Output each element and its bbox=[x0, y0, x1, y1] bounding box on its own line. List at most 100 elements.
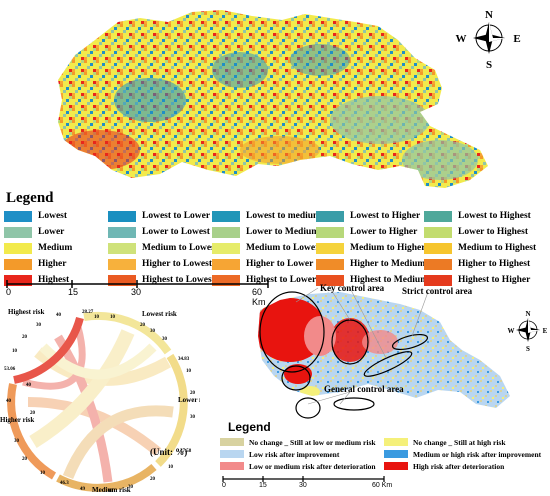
chord-number: 30 bbox=[128, 485, 134, 490]
legend-item: Lowest to Highest bbox=[424, 210, 531, 222]
legend-item: Lower bbox=[4, 226, 64, 238]
chord-number: 10 bbox=[186, 369, 192, 374]
compass-icon: N S E W bbox=[508, 310, 548, 353]
scale-bottom-tick: 30 bbox=[299, 482, 307, 489]
legend-item: Lowest to Higher bbox=[316, 210, 420, 222]
legend-item: Lower to Higher bbox=[316, 226, 417, 238]
chord-group-label: Lowest risk bbox=[142, 310, 177, 318]
legend-swatch bbox=[4, 210, 32, 222]
legend-label: Lower to Highest bbox=[458, 227, 529, 237]
legend-swatch bbox=[108, 210, 136, 222]
legend-label: Medium to Higher bbox=[350, 243, 426, 253]
legend-item: Higher to Lower bbox=[212, 258, 313, 270]
arc-highest-risk bbox=[13, 316, 84, 384]
legend-swatch bbox=[4, 258, 32, 270]
compass-north-label: N bbox=[525, 310, 530, 318]
legend-swatch bbox=[108, 242, 136, 254]
legend-label: Lower to Lowest bbox=[142, 227, 210, 237]
legend-swatch bbox=[212, 258, 240, 270]
legend2-swatch bbox=[384, 438, 408, 446]
legend-swatch bbox=[424, 210, 452, 222]
legend-item: Lower to Lowest bbox=[108, 226, 210, 238]
chord-number: 40 bbox=[26, 383, 32, 388]
chord-number: 10 bbox=[12, 349, 18, 354]
legend-swatch bbox=[4, 242, 32, 254]
callout-general-control-area: General control area bbox=[324, 384, 404, 394]
chord-ribbons bbox=[22, 326, 174, 483]
compass-west-label: W bbox=[508, 327, 515, 335]
callout-strict-control-area: Strict control area bbox=[402, 286, 473, 296]
scale-bar-top: 0 15 30 60 Km bbox=[6, 280, 276, 307]
legend-swatch bbox=[212, 274, 240, 286]
legend-label: Highest to Lower bbox=[246, 275, 317, 285]
legend-label: Medium bbox=[38, 243, 73, 253]
scale-top-tick: 60 Km bbox=[252, 287, 266, 307]
legend-item: Highest to Lowest bbox=[108, 274, 215, 286]
legend-grid: Lowest Lowest to Lower Lowest to medium Low… bbox=[4, 210, 550, 306]
top-risk-map: N S E W bbox=[58, 9, 521, 188]
chord-number: 10 bbox=[40, 471, 46, 476]
chord-number: 20 bbox=[190, 391, 196, 396]
legend-item: Highest to Medium bbox=[316, 274, 428, 286]
legend-item: Higher to Medium bbox=[316, 258, 425, 270]
legend-item: Higher to Lowest bbox=[108, 258, 212, 270]
legend-label: Highest to Lowest bbox=[142, 275, 215, 285]
legend-item: Medium to Higher bbox=[316, 242, 425, 254]
legend-swatch bbox=[316, 210, 344, 222]
legend-swatch bbox=[424, 274, 452, 286]
legend-item: Higher bbox=[4, 258, 67, 270]
legend-label: Highest to Higher bbox=[458, 275, 531, 285]
chord-number: 20 bbox=[150, 477, 156, 482]
legend-swatch bbox=[424, 242, 452, 254]
legend-item: Medium to Lower bbox=[212, 242, 319, 254]
legend2-item: Medium or high risk after improvement bbox=[384, 449, 541, 459]
legend-item: Highest to Higher bbox=[424, 274, 530, 286]
legend2-swatch bbox=[384, 462, 408, 470]
chord-number: 20 bbox=[22, 457, 28, 462]
legend-label: Lower bbox=[38, 227, 65, 237]
chord-group-label: Medium risk bbox=[92, 486, 131, 494]
compass-icon: N S E W bbox=[456, 9, 521, 71]
legend2-label: No change _ Still at high risk bbox=[413, 437, 506, 447]
chord-number: 34.83 bbox=[178, 357, 190, 362]
scale-bar-bottom: 0 15 30 60 Km bbox=[222, 476, 402, 494]
legend-swatch bbox=[316, 242, 344, 254]
chord-number: 30 bbox=[190, 415, 196, 420]
legend-item: Lowest to medium bbox=[212, 210, 321, 222]
legend-item: Highest bbox=[4, 274, 69, 286]
legend-label: Lower to Higher bbox=[350, 227, 418, 237]
legend-swatch bbox=[212, 242, 240, 254]
chord-number: 10 bbox=[110, 315, 116, 320]
compass-south-label: S bbox=[526, 345, 530, 353]
scale-bottom-tick: 0 bbox=[222, 482, 226, 489]
callout-key-control-area: Key control area bbox=[320, 283, 385, 293]
legend-label: Higher to Highest bbox=[458, 259, 531, 269]
chord-arcs bbox=[7, 311, 188, 492]
control-area-map: N S E W bbox=[258, 287, 548, 419]
legend-label: Lowest to Higher bbox=[350, 211, 421, 221]
chord-number: 30 bbox=[14, 439, 20, 444]
legend2-label: Low or medium risk after deterioration bbox=[249, 461, 376, 471]
legend2-swatch bbox=[384, 450, 408, 458]
chord-number: 30 bbox=[36, 323, 42, 328]
legend-label: Higher to Lower bbox=[246, 259, 314, 269]
chord-number: 37.58 bbox=[180, 449, 192, 454]
legend-title: Legend bbox=[6, 190, 54, 206]
legend-label: Lower to Medium bbox=[246, 227, 320, 237]
arc-lowest-risk bbox=[83, 311, 172, 355]
legend-label: Lowest to medium bbox=[246, 211, 321, 221]
legend2-label: Low risk after improvement bbox=[249, 449, 340, 459]
legend-swatch bbox=[4, 274, 32, 286]
chord-group-label: Highest risk bbox=[8, 308, 44, 316]
chord-number: 20 bbox=[140, 323, 146, 328]
legend-item: Medium bbox=[4, 242, 72, 254]
chord-diagram: Highest risk Lowest risk Lower risk Medi… bbox=[0, 308, 200, 494]
scale-bar-top-line bbox=[6, 280, 269, 288]
legend-swatch bbox=[212, 210, 240, 222]
chord-number: 40 bbox=[56, 313, 62, 318]
legend-item: Lower to Medium bbox=[212, 226, 319, 238]
chord-number: 10 bbox=[168, 465, 174, 470]
legend-swatch bbox=[316, 274, 344, 286]
legend-swatch bbox=[424, 226, 452, 238]
legend2-label: High risk after deterioration bbox=[413, 461, 505, 471]
